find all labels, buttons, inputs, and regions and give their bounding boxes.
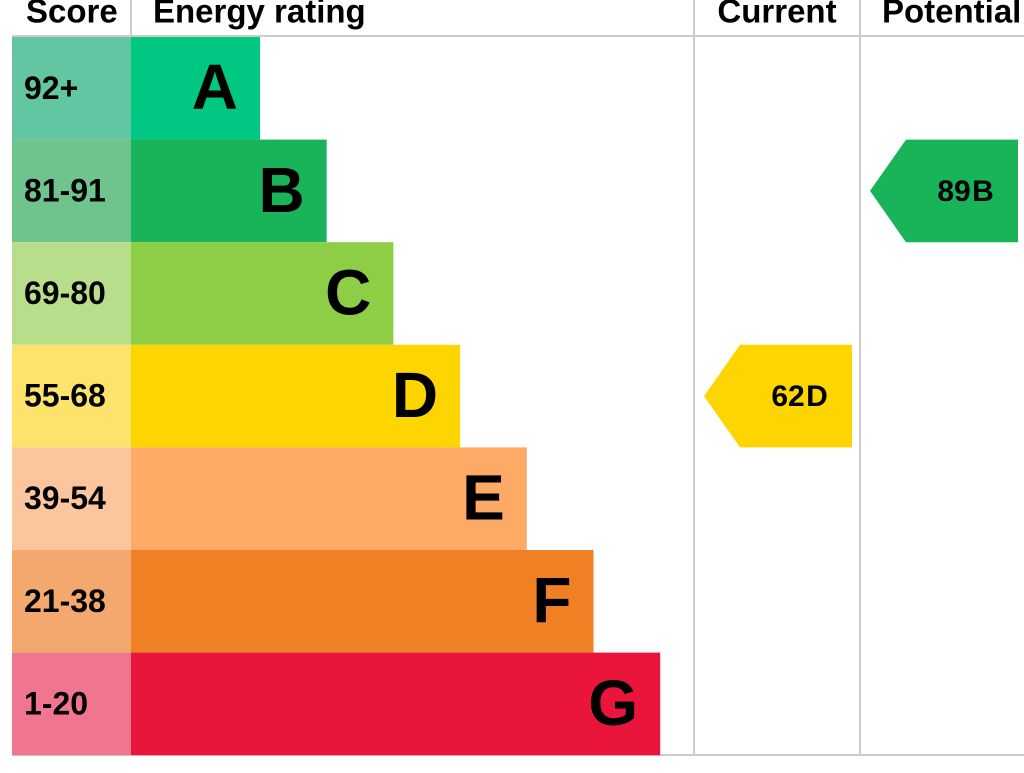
score-cell [12,242,131,345]
rating-bar [131,652,661,756]
score-range: 39-54 [24,480,106,516]
score-cell [12,344,131,448]
score-range: 69-80 [24,275,106,311]
rating-bar [131,447,527,550]
score-range: 55-68 [24,378,106,414]
band-letter: E [462,462,505,534]
score-cell [12,550,131,653]
score-cell [12,37,131,140]
rating-bar [131,344,461,448]
band-letter: D [392,359,438,431]
current-arrow [704,344,852,448]
score-cell [12,139,131,243]
potential-band: B [972,175,994,208]
potential-score: 89 [937,175,970,208]
score-cell [12,652,131,756]
band-letter: F [532,564,571,636]
current-score: 62 [771,380,804,413]
score-range: 92+ [24,70,78,106]
rating-bar [131,139,327,243]
header-current: Current [717,0,836,30]
score-range: 21-38 [24,583,106,619]
score-range: 81-91 [24,172,106,208]
current-band: D [806,380,828,413]
header-rating: Energy rating [153,0,366,30]
header-potential: Potential [882,0,1021,30]
rating-bar [131,550,594,653]
band-letter: A [192,51,238,123]
header-score: Score [26,0,118,30]
score-range: 1-20 [24,685,88,721]
rating-bar [131,37,260,140]
band-letter: B [258,154,304,226]
rating-bar [131,242,394,345]
score-cell [12,447,131,550]
band-letter: C [325,256,371,328]
band-letter: G [588,667,638,739]
potential-arrow [870,139,1018,243]
rows: 92+ A 81-91 B 69-80 C 55-68 D 39-54 E 21-38 F 1-20 G 6… [12,37,1018,756]
